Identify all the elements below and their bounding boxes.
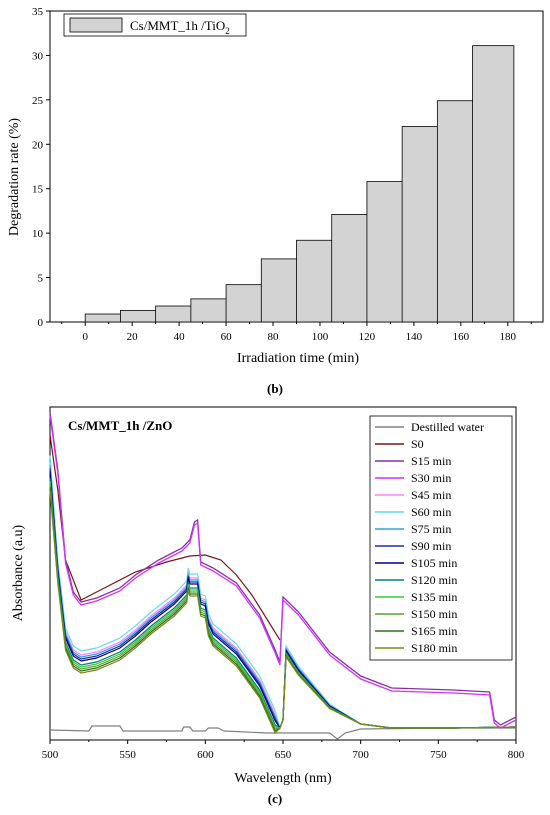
bar <box>225 284 268 323</box>
y-tick-label: 35 <box>32 6 44 18</box>
legend-label: S135 min <box>411 590 457 604</box>
legend-label: S30 min <box>411 471 451 485</box>
y-tick-label: 30 <box>32 50 44 62</box>
x-tick-label: 100 <box>312 331 329 343</box>
x-tick-label: 700 <box>352 749 369 761</box>
legend-label: S75 min <box>411 522 451 536</box>
legend-label: S0 <box>411 437 424 451</box>
y-tick-label: 20 <box>32 139 44 151</box>
legend-label: S150 min <box>411 607 457 621</box>
bar <box>331 214 374 323</box>
legend-label: S180 min <box>411 641 457 655</box>
x-tick-label: 500 <box>42 749 59 761</box>
series-line <box>49 490 517 735</box>
legend-label: S60 min <box>411 505 451 519</box>
absorbance-series <box>49 411 517 740</box>
absorbance-line-chart: 500 550 600 650 700 750 800 Cs/MMT_1h /ZnO Des… <box>11 406 525 806</box>
legend-label: S15 min <box>411 454 451 468</box>
x-tick-label: 0 <box>82 331 88 343</box>
panel-caption-b: (b) <box>267 381 283 396</box>
line-chart-ticks: 500 550 600 650 700 750 800 <box>42 740 525 761</box>
bar-series <box>84 45 515 323</box>
x-tick-label: 180 <box>500 331 517 343</box>
x-tick-label: 800 <box>508 749 525 761</box>
x-axis-label: Irradiation time (min) <box>237 351 359 366</box>
x-tick-label: 160 <box>453 331 470 343</box>
legend-label: Cs/MMT_1h /TiO2 <box>130 18 230 36</box>
bar <box>436 100 480 323</box>
x-axis-label: Wavelength (nm) <box>234 771 332 786</box>
bar <box>472 45 515 323</box>
y-tick-label: 5 <box>38 273 44 285</box>
legend-label: S120 min <box>411 573 457 587</box>
x-tick-label: 550 <box>119 749 136 761</box>
x-tick-label: 650 <box>275 749 292 761</box>
x-tick-label: 140 <box>406 331 423 343</box>
legend-label: S105 min <box>411 556 457 570</box>
y-axis-label: Degradation rate (%) <box>7 118 22 236</box>
legend-entries: Destilled water S0 S15 min S30 min S45 min S6… <box>375 420 484 655</box>
bar <box>401 126 444 323</box>
x-tick-label: 750 <box>430 749 447 761</box>
panel-caption-c: (c) <box>268 791 282 806</box>
series-line <box>49 455 517 730</box>
x-tick-label: 40 <box>174 331 186 343</box>
legend-label: S165 min <box>411 624 457 638</box>
series-line <box>49 411 517 726</box>
y-axis-label: Absorbance (a.u) <box>11 524 26 621</box>
series-line <box>49 414 517 729</box>
legend-box <box>369 415 513 661</box>
x-tick-label: 60 <box>221 331 233 343</box>
y-tick-label: 25 <box>32 95 44 107</box>
bar <box>260 258 304 323</box>
bar-chart-ticks: 0 5 10 15 20 25 30 35 0 20 40 60 80 100 120 140 160 180 <box>32 6 532 343</box>
legend-label: S45 min <box>411 488 451 502</box>
legend-label: Destilled water <box>411 420 484 434</box>
x-tick-label: 20 <box>127 331 139 343</box>
series-line <box>49 434 281 641</box>
chart-title: Cs/MMT_1h /ZnO <box>68 418 172 433</box>
x-tick-label: 120 <box>359 331 376 343</box>
bar <box>366 181 409 323</box>
x-tick-label: 80 <box>268 331 280 343</box>
y-tick-label: 10 <box>32 228 44 240</box>
legend: Destilled water S0 S15 min S30 min S45 min S6… <box>369 415 513 661</box>
x-tick-label: 600 <box>197 749 214 761</box>
y-tick-label: 15 <box>32 184 44 196</box>
legend-label: S90 min <box>411 539 451 553</box>
series-line <box>49 471 517 730</box>
y-tick-label: 0 <box>38 317 44 329</box>
legend-swatch <box>69 17 123 33</box>
series-line <box>49 725 516 740</box>
degradation-bar-chart: 0 5 10 15 20 25 30 35 0 20 40 60 80 100 120 140 160 180 C… <box>7 6 544 396</box>
